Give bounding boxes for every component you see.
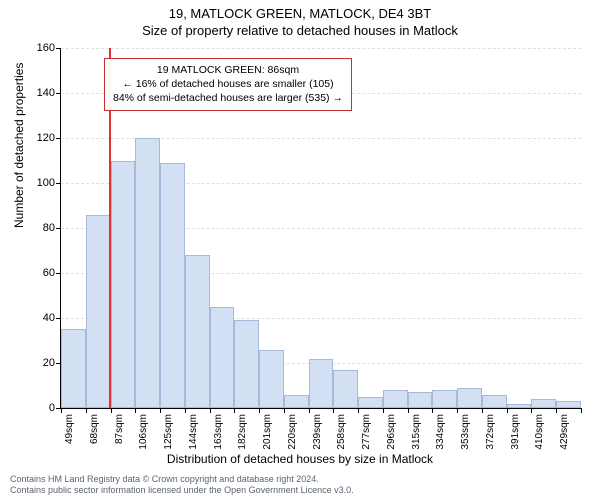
xtick-label: 429sqm: [559, 414, 570, 450]
xtick-mark: [358, 408, 359, 413]
ytick-mark: [56, 228, 61, 229]
xtick-mark: [111, 408, 112, 413]
histogram-bar: [531, 399, 556, 408]
xtick-mark: [309, 408, 310, 413]
xtick-mark: [581, 408, 582, 413]
histogram-bar: [259, 350, 284, 409]
xtick-mark: [135, 408, 136, 413]
histogram-bar: [507, 404, 532, 409]
ytick-label: 20: [15, 357, 55, 369]
xtick-label: 410sqm: [534, 414, 545, 450]
histogram-bar: [432, 390, 457, 408]
histogram-bar: [111, 161, 136, 409]
xtick-mark: [531, 408, 532, 413]
xtick-label: 68sqm: [89, 414, 100, 444]
ytick-mark: [56, 318, 61, 319]
title-block: 19, MATLOCK GREEN, MATLOCK, DE4 3BT Size…: [0, 0, 600, 38]
ytick-mark: [56, 48, 61, 49]
xtick-mark: [507, 408, 508, 413]
histogram-bar: [457, 388, 482, 408]
chart-area: 02040608010012014016049sqm68sqm87sqm106s…: [60, 48, 580, 408]
xtick-mark: [185, 408, 186, 413]
ytick-mark: [56, 138, 61, 139]
xtick-label: 87sqm: [114, 414, 125, 444]
ytick-mark: [56, 93, 61, 94]
x-axis-title: Distribution of detached houses by size …: [0, 452, 600, 466]
histogram-bar: [482, 395, 507, 409]
info-line-1: 19 MATLOCK GREEN: 86sqm: [113, 63, 343, 77]
histogram-bar: [61, 329, 86, 408]
xtick-label: 372sqm: [485, 414, 496, 450]
xtick-mark: [210, 408, 211, 413]
histogram-bar: [86, 215, 111, 409]
footer-line-2: Contains public sector information licen…: [10, 485, 354, 496]
xtick-mark: [333, 408, 334, 413]
info-line-2: ← 16% of detached houses are smaller (10…: [113, 77, 343, 91]
ytick-label: 140: [15, 87, 55, 99]
xtick-mark: [234, 408, 235, 413]
ytick-mark: [56, 273, 61, 274]
xtick-label: 182sqm: [237, 414, 248, 450]
xtick-mark: [61, 408, 62, 413]
histogram-bar: [408, 392, 433, 408]
xtick-label: 315sqm: [411, 414, 422, 450]
histogram-bar: [234, 320, 259, 408]
ytick-label: 0: [15, 402, 55, 414]
chart-container: 19, MATLOCK GREEN, MATLOCK, DE4 3BT Size…: [0, 0, 600, 500]
xtick-label: 163sqm: [213, 414, 224, 450]
histogram-bar: [210, 307, 235, 408]
xtick-label: 125sqm: [163, 414, 174, 450]
xtick-label: 277sqm: [361, 414, 372, 450]
xtick-label: 144sqm: [188, 414, 199, 450]
ytick-label: 160: [15, 42, 55, 54]
histogram-bar: [160, 163, 185, 408]
ytick-label: 60: [15, 267, 55, 279]
histogram-bar: [358, 397, 383, 408]
xtick-mark: [482, 408, 483, 413]
histogram-bar: [135, 138, 160, 408]
xtick-label: 106sqm: [138, 414, 149, 450]
xtick-mark: [408, 408, 409, 413]
histogram-bar: [185, 255, 210, 408]
xtick-mark: [86, 408, 87, 413]
xtick-mark: [259, 408, 260, 413]
xtick-label: 391sqm: [510, 414, 521, 450]
info-line-3: 84% of semi-detached houses are larger (…: [113, 91, 343, 105]
xtick-label: 49sqm: [64, 414, 75, 444]
sub-title: Size of property relative to detached ho…: [0, 23, 600, 38]
xtick-label: 353sqm: [460, 414, 471, 450]
xtick-mark: [457, 408, 458, 413]
xtick-mark: [556, 408, 557, 413]
xtick-label: 220sqm: [287, 414, 298, 450]
histogram-bar: [383, 390, 408, 408]
histogram-bar: [309, 359, 334, 409]
xtick-mark: [383, 408, 384, 413]
main-title: 19, MATLOCK GREEN, MATLOCK, DE4 3BT: [0, 6, 600, 21]
ytick-mark: [56, 183, 61, 184]
ytick-label: 120: [15, 132, 55, 144]
ytick-label: 40: [15, 312, 55, 324]
xtick-label: 239sqm: [312, 414, 323, 450]
xtick-mark: [284, 408, 285, 413]
xtick-mark: [432, 408, 433, 413]
xtick-label: 296sqm: [386, 414, 397, 450]
ytick-label: 100: [15, 177, 55, 189]
xtick-label: 334sqm: [435, 414, 446, 450]
ytick-label: 80: [15, 222, 55, 234]
xtick-label: 258sqm: [336, 414, 347, 450]
footer: Contains HM Land Registry data © Crown c…: [10, 474, 354, 496]
info-box: 19 MATLOCK GREEN: 86sqm ← 16% of detache…: [104, 58, 352, 111]
gridline: [61, 48, 581, 49]
footer-line-1: Contains HM Land Registry data © Crown c…: [10, 474, 354, 485]
xtick-label: 201sqm: [262, 414, 273, 450]
histogram-bar: [284, 395, 309, 409]
histogram-bar: [333, 370, 358, 408]
xtick-mark: [160, 408, 161, 413]
histogram-bar: [556, 401, 581, 408]
